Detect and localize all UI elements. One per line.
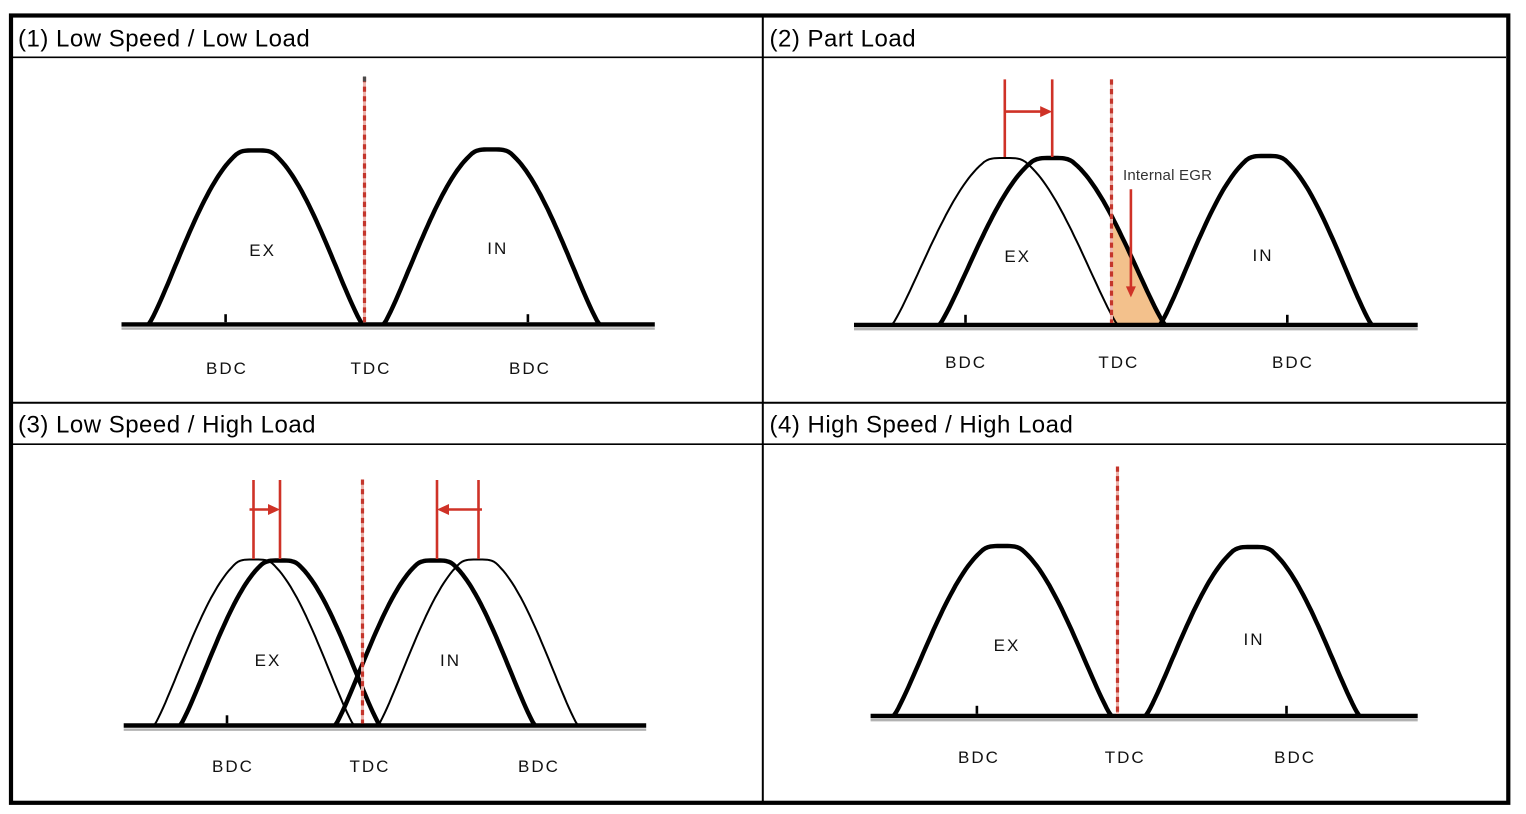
svg-text:(3) Low Speed / High Load: (3) Low Speed / High Load [18, 412, 316, 439]
svg-text:BDC: BDC [509, 359, 551, 378]
svg-text:BDC: BDC [945, 353, 987, 372]
svg-text:IN: IN [440, 651, 461, 670]
svg-text:EX: EX [249, 241, 276, 260]
svg-text:IN: IN [1253, 246, 1274, 265]
svg-text:TDC: TDC [1098, 353, 1139, 372]
svg-text:BDC: BDC [1274, 748, 1316, 767]
svg-text:BDC: BDC [212, 757, 254, 776]
svg-text:TDC: TDC [351, 359, 392, 378]
svg-text:BDC: BDC [206, 359, 248, 378]
svg-text:IN: IN [487, 239, 508, 258]
svg-text:EX: EX [994, 636, 1021, 655]
svg-text:(4) High Speed / High Load: (4) High Speed / High Load [770, 412, 1074, 439]
svg-text:EX: EX [255, 651, 282, 670]
svg-text:BDC: BDC [1272, 353, 1314, 372]
svg-text:Internal EGR: Internal EGR [1123, 167, 1212, 184]
svg-text:BDC: BDC [958, 748, 1000, 767]
svg-text:EX: EX [1004, 247, 1031, 266]
svg-text:(1) Low Speed / Low Load: (1) Low Speed / Low Load [18, 26, 310, 53]
svg-text:TDC: TDC [350, 757, 391, 776]
svg-text:(2) Part Load: (2) Part Load [770, 26, 917, 53]
svg-text:TDC: TDC [1105, 748, 1146, 767]
svg-text:IN: IN [1244, 630, 1265, 649]
svg-text:BDC: BDC [518, 757, 560, 776]
